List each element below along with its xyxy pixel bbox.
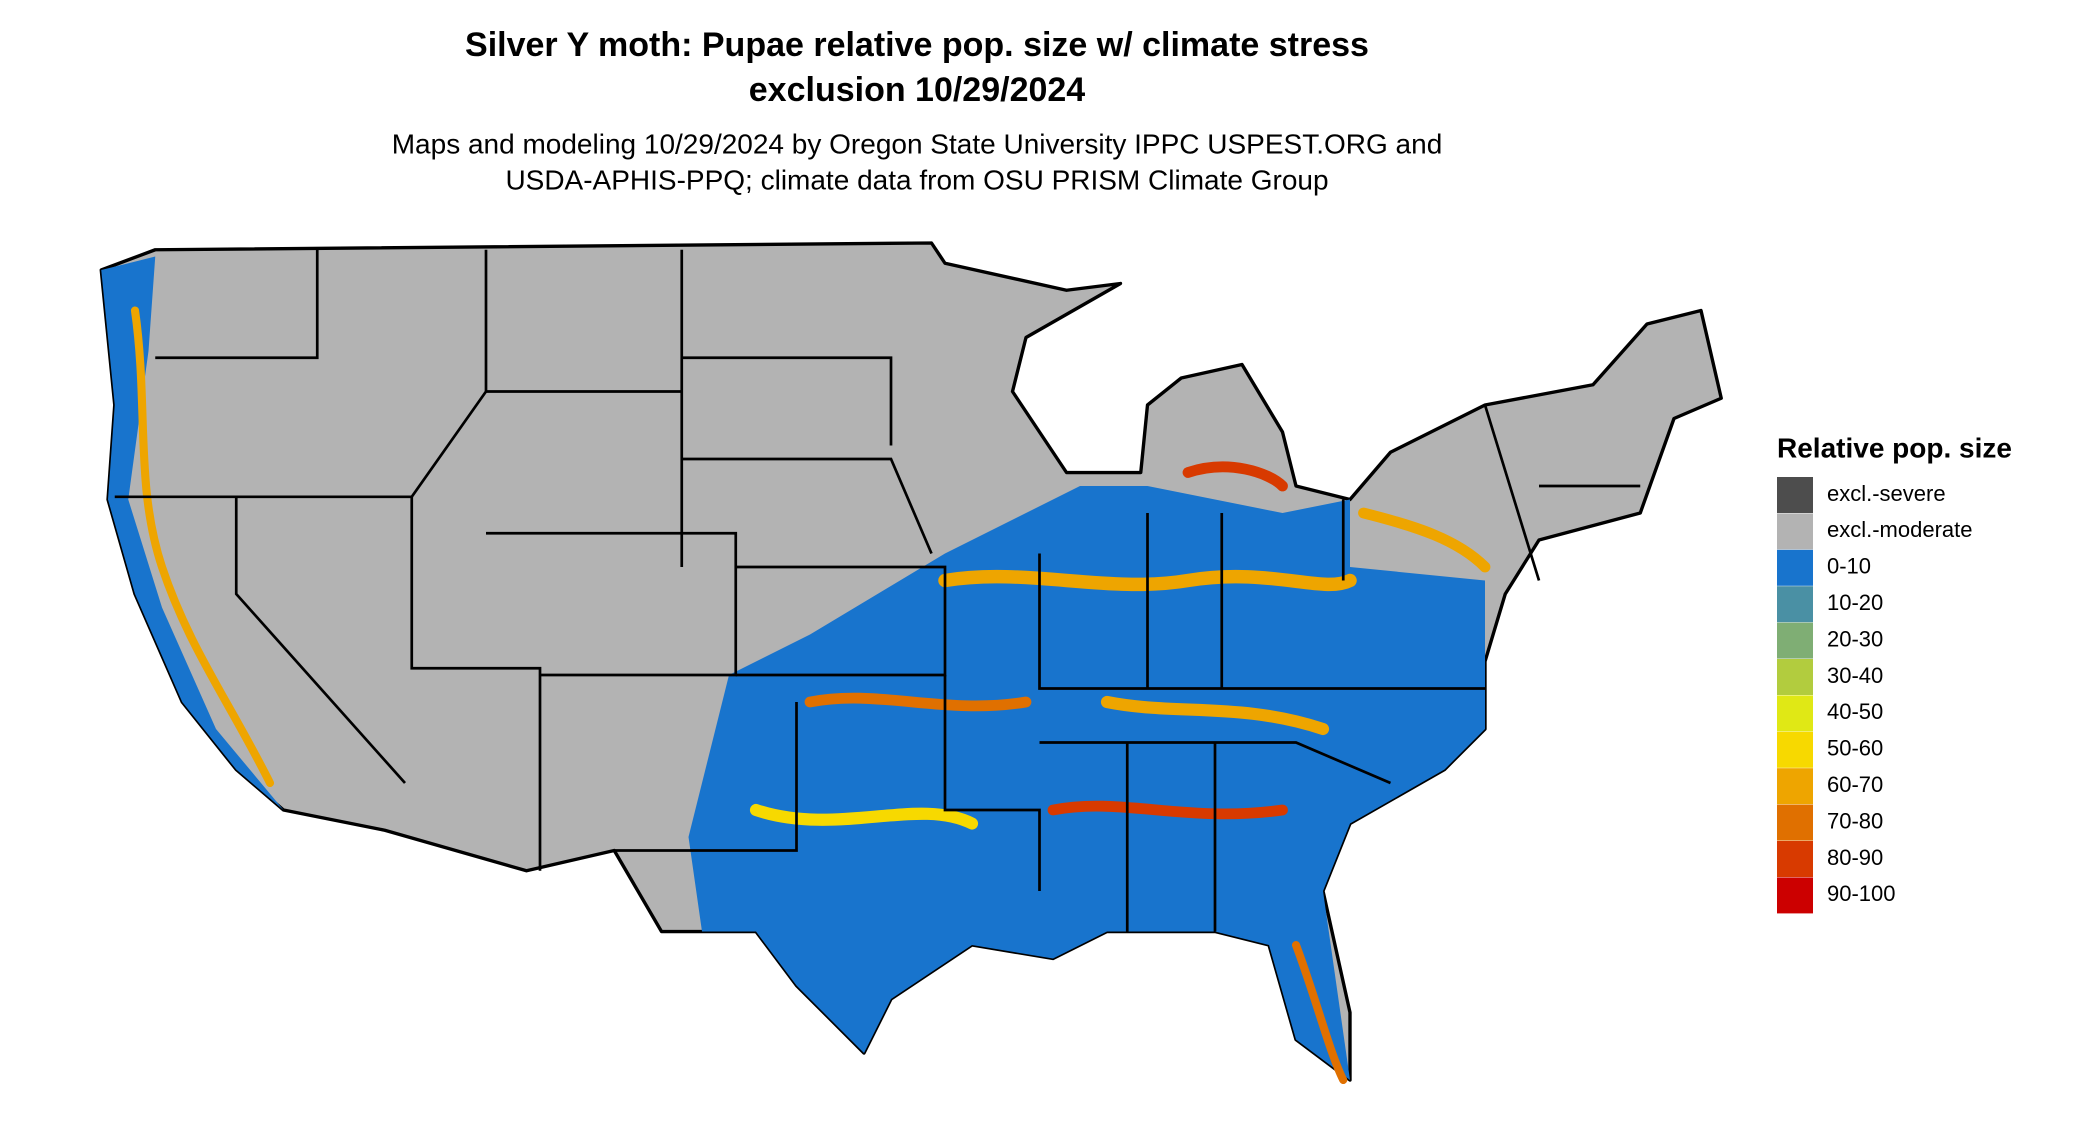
legend-label: 80-90 (1827, 845, 1883, 870)
subtitle: Maps and modeling 10/29/2024 by Oregon S… (392, 128, 1443, 159)
legend-label: excl.-moderate (1827, 517, 1973, 542)
legend-label: 10-20 (1827, 590, 1883, 615)
legend-label: 50-60 (1827, 736, 1883, 761)
legend-swatch (1777, 659, 1813, 695)
legend-label: excl.-severe (1827, 481, 1946, 506)
legend-swatch (1777, 513, 1813, 550)
hotspots (130, 306, 1491, 1085)
subtitle: USDA-APHIS-PPQ; climate data from OSU PR… (505, 164, 1328, 195)
west-coast-region (101, 256, 284, 810)
suitable-region (688, 486, 1485, 1080)
legend: excl.-severe excl.-moderate 0-10 10-20 20-30… (1777, 477, 1973, 914)
legend-swatch (1777, 622, 1813, 659)
legend-label: 30-40 (1827, 663, 1883, 688)
legend-swatch (1777, 768, 1813, 805)
legend-label: 40-50 (1827, 699, 1883, 724)
title: exclusion 10/29/2024 (749, 71, 1086, 109)
legend-swatch (1777, 804, 1813, 841)
legend-swatch (1777, 586, 1813, 623)
legend-swatch (1777, 877, 1813, 914)
map (99, 241, 1723, 1085)
title: Silver Y moth: Pupae relative pop. size … (465, 26, 1369, 64)
legend-swatch (1777, 549, 1813, 586)
legend-label: 20-30 (1827, 626, 1883, 651)
legend-label: 60-70 (1827, 772, 1883, 797)
legend-label: 90-100 (1827, 881, 1896, 906)
legend-swatch (1777, 731, 1813, 768)
legend-label: 70-80 (1827, 808, 1883, 833)
legend-swatch (1777, 477, 1813, 513)
legend-label: 0-10 (1827, 554, 1871, 579)
legend-title: Relative pop. size (1777, 432, 2012, 463)
legend-swatch (1777, 695, 1813, 732)
state-borders (114, 249, 1641, 932)
legend-swatch (1777, 841, 1813, 877)
